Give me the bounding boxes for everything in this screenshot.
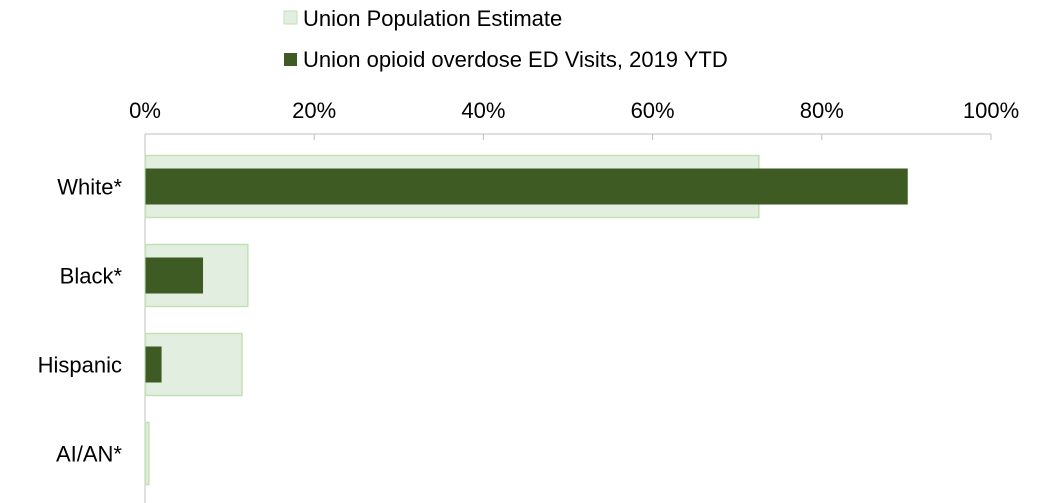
x-tick-label: 60%	[631, 98, 675, 123]
x-tick-label: 100%	[963, 98, 1019, 123]
legend-label-ed-visits: Union opioid overdose ED Visits, 2019 YT…	[303, 47, 728, 72]
bar-ed-visits	[145, 257, 204, 294]
category-label: White*	[57, 175, 122, 200]
category-label: Black*	[60, 264, 123, 289]
category-label: AI/AN*	[56, 442, 122, 467]
category-labels: White* Black* Hispanic AI/AN*	[38, 175, 123, 467]
x-tick-label: 20%	[292, 98, 336, 123]
bars-group	[144, 154, 908, 486]
bar-population	[144, 332, 243, 397]
category-label: Hispanic	[38, 353, 122, 378]
bar-population	[144, 421, 150, 486]
legend-label-population: Union Population Estimate	[303, 6, 562, 31]
legend: Union Population Estimate Union opioid o…	[283, 6, 728, 72]
x-tick-label: 0%	[129, 98, 161, 123]
legend-swatch-ed-visits	[284, 53, 297, 66]
bar-ed-visits	[145, 346, 162, 383]
bar-ed-visits	[145, 168, 908, 205]
x-tick-label: 80%	[800, 98, 844, 123]
x-tick-label: 40%	[461, 98, 505, 123]
x-axis: 0% 20% 40% 60% 80% 100%	[129, 98, 1019, 140]
legend-swatch-population	[283, 10, 298, 25]
